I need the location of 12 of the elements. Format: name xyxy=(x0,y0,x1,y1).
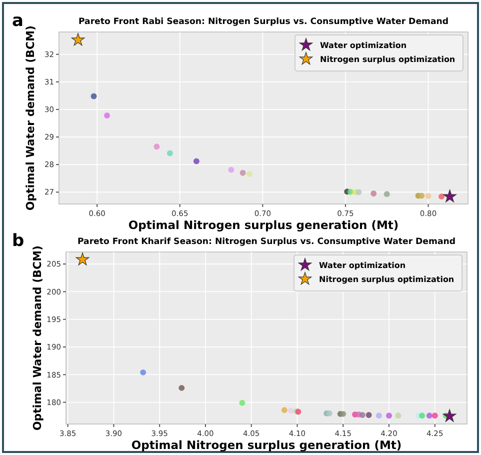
legend-label: Nitrogen surplus optimization xyxy=(320,55,456,64)
y-axis-title: Optimal Water demand (BCM) xyxy=(24,25,37,211)
text: a xyxy=(12,11,24,31)
x-axis-title: Optimal Nitrogen surplus generation (Mt) xyxy=(131,438,402,452)
chart-title: Pareto Front Rabi Season: Nitrogen Surplus vs. Consumptive Water Demand xyxy=(78,17,449,27)
x-axis-title: Optimal Nitrogen surplus generation (Mt) xyxy=(128,218,399,232)
chart-title: Pareto Front Kharif Season: Nitrogen Surplus vs. Consumptive Water Demand xyxy=(77,237,456,247)
text: b xyxy=(12,231,24,251)
y-axis-title: Optimal Water demand (BCM) xyxy=(31,245,44,431)
legend-label: Water optimization xyxy=(320,41,407,50)
legend-label: Nitrogen surplus optimization xyxy=(319,275,454,284)
legend-label: Water optimization xyxy=(319,261,406,270)
